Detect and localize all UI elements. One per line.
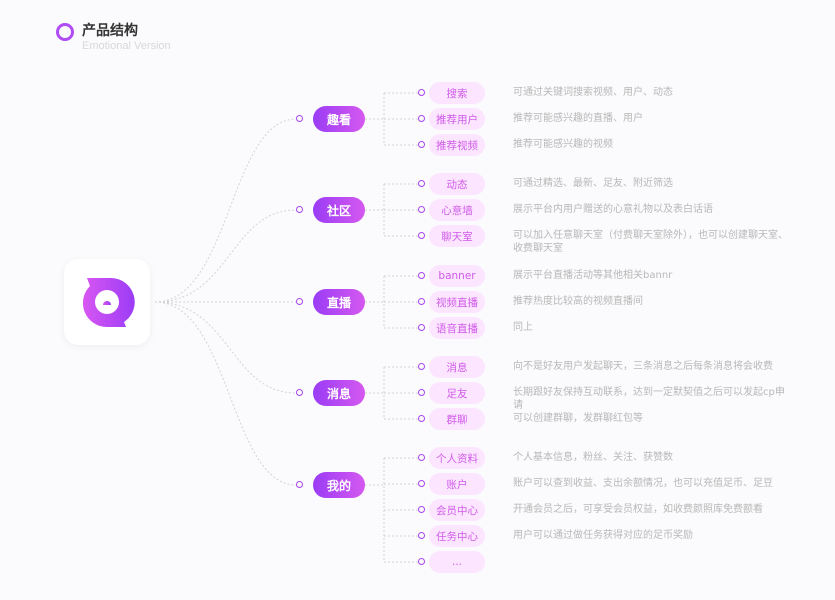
sub-node-icon [418,232,425,239]
main-node-3[interactable]: 消息 [313,380,365,406]
sub-node-icon [418,558,425,565]
sub-item-description: 向不是好友用户发起聊天，三条消息之后每条消息将会收费 [513,361,773,372]
sub-item-description: 可通过关键词搜索视频、用户、动态 [513,87,673,98]
app-logo [64,259,150,345]
sub-item-description: 可通过精选、最新、足友、附近筛选 [513,178,673,189]
branch-curve [154,118,297,303]
sub-item-description: 展示平台内用户赠送的心意礼物以及表白话语 [513,204,713,215]
sub-node-icon [418,324,425,331]
sub-item[interactable]: 会员中心 [429,499,485,521]
sub-node-icon [418,272,425,279]
sub-item-description: 账户可以查到收益、支出余额情况，也可以充值足币、足豆 [513,478,773,489]
sub-item-description: 推荐热度比较高的视频直播间 [513,296,643,307]
sub-item[interactable]: ... [429,551,485,573]
title-ring-icon [56,23,74,41]
sub-node-icon [418,115,425,122]
sub-item-description: 同上 [513,322,533,333]
sub-item-description: 用户可以通过做任务获得对应的足币奖励 [513,530,693,541]
sub-item-description: 开通会员之后，可享受会员权益，如收费颜照库免费额看 [513,504,763,515]
sub-node-icon [418,389,425,396]
sub-node-icon [418,89,425,96]
sub-item[interactable]: 搜索 [429,82,485,104]
branch-node-icon [296,298,303,305]
sub-node-icon [418,206,425,213]
sub-node-icon [418,454,425,461]
sub-item[interactable]: 消息 [429,356,485,378]
branch-node-icon [296,389,303,396]
sub-item-description: 展示平台直播活动等其他相关bannr [513,270,673,281]
sub-item[interactable]: 心意墙 [429,199,485,221]
sub-item[interactable]: 足友 [429,382,485,404]
sub-item[interactable]: 个人资料 [429,447,485,469]
sub-item-description: 个人基本信息，粉丝、关注、获赞数 [513,452,673,463]
main-node-1[interactable]: 社区 [313,197,365,223]
sub-item[interactable]: 聊天室 [429,225,485,247]
branch-node-icon [296,115,303,122]
branch-curve [154,209,297,303]
page-title: 产品结构 [82,23,138,39]
sub-item[interactable]: 推荐视频 [429,134,485,156]
branch-curve [154,301,297,486]
sub-node-icon [418,506,425,513]
sub-item[interactable]: 动态 [429,173,485,195]
main-node-4[interactable]: 我的 [313,472,365,498]
main-node-2[interactable]: 直播 [313,289,365,315]
sub-item-description: 长期跟好友保持互动联系，达到一定默契值之后可以发起cp申请 [513,387,785,411]
app-logo-icon [82,278,135,328]
sub-node-icon [418,415,425,422]
sub-item-description: 推荐可能感兴趣的视频 [513,139,613,150]
sub-item[interactable]: 任务中心 [429,525,485,547]
sub-item-description: 可以创建群聊，发群聊红包等 [513,413,643,424]
sub-item[interactable]: banner [429,265,485,287]
branch-node-icon [296,206,303,213]
branch-curve [154,301,297,394]
sub-node-icon [418,141,425,148]
sub-item[interactable]: 推荐用户 [429,108,485,130]
sub-item[interactable]: 视频直播 [429,291,485,313]
page-subtitle: Emotional Version [82,40,171,52]
sub-item[interactable]: 群聊 [429,408,485,430]
main-node-0[interactable]: 趣看 [313,106,365,132]
sub-item[interactable]: 语音直播 [429,317,485,339]
sub-item[interactable]: 账户 [429,473,485,495]
sub-node-icon [418,532,425,539]
sub-node-icon [418,363,425,370]
sub-node-icon [418,480,425,487]
sub-node-icon [418,298,425,305]
branch-node-icon [296,481,303,488]
sub-node-icon [418,180,425,187]
sub-item-description: 推荐可能感兴趣的直播、用户 [513,113,643,124]
sub-item-description: 可以加入任意聊天室（付费聊天室除外），也可以创建聊天室、收费聊天室 [513,230,788,254]
